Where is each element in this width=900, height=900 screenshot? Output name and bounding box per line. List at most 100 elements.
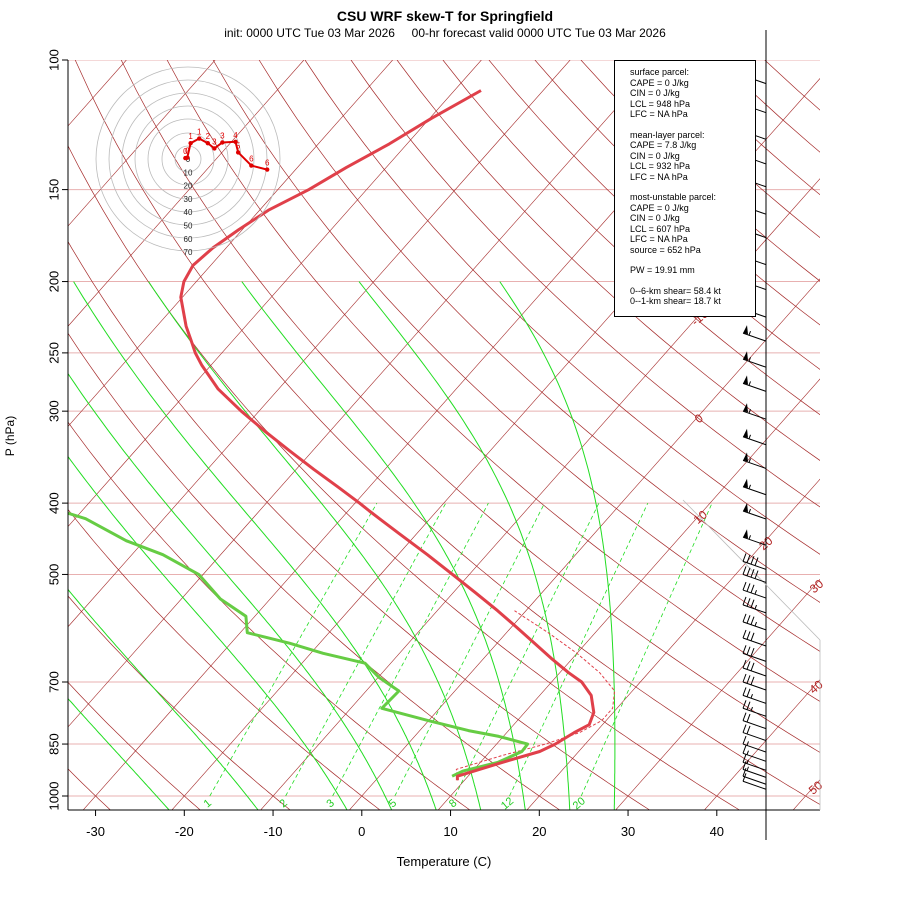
mixing-ratio-label: 3 (325, 797, 337, 810)
x-tick-label: -30 (86, 824, 105, 839)
isotherm-line (260, 178, 820, 810)
dry-adiabat (68, 681, 201, 810)
legend-mu-cape: CAPE = 0 J/kg (630, 202, 689, 213)
x-tick-label: -10 (264, 824, 283, 839)
wind-barb-feather (750, 616, 755, 625)
wind-barb (742, 712, 767, 730)
wind-barb (742, 478, 767, 496)
y-tick-label: 700 (46, 671, 61, 693)
wind-barb-half (748, 331, 751, 336)
legend-mu-lcl: LCL = 607 hPa (630, 223, 690, 234)
hodograph-point-label: 4 (233, 131, 238, 140)
dry-adiabat (68, 332, 561, 810)
wind-barb-feather (742, 659, 747, 669)
dry-adiabat (350, 60, 820, 508)
legend-pw-value: PW = 19.91 mm (630, 265, 695, 275)
wind-barb-feather (750, 676, 755, 685)
hodograph-ring-label: 70 (184, 248, 193, 257)
dry-adiabat (120, 60, 820, 753)
wind-barb-shaft (742, 410, 767, 420)
wind-barb-flag (743, 452, 748, 462)
y-tick-label: 200 (46, 271, 61, 293)
grid-layer (68, 60, 820, 810)
wind-barb-shaft (742, 510, 767, 520)
hodograph-point (249, 163, 254, 168)
wind-barb-shaft (742, 573, 767, 583)
wind-barb-shaft (742, 732, 767, 742)
dewpoint-line (68, 511, 530, 778)
wind-barb-feather (742, 768, 747, 777)
hodograph-ring (147, 118, 229, 200)
wind-barb-shaft (742, 694, 767, 704)
mixing-ratio-line (454, 502, 600, 797)
wind-barb-feather (750, 632, 755, 641)
wind-barb-feather (742, 735, 747, 745)
wind-barb-half (748, 357, 751, 362)
wind-barb (742, 673, 767, 691)
moist-adiabat (73, 281, 437, 810)
wind-barb-feather (742, 553, 747, 562)
moist-adiabat (358, 281, 571, 810)
isotherm-label: 40 (806, 677, 825, 697)
temperature-line (179, 89, 596, 781)
wind-barb-shaft (742, 768, 767, 778)
y-tick-label: 400 (46, 492, 61, 514)
isotherm-label: 30 (807, 577, 826, 597)
wind-barb-feather (750, 599, 755, 608)
x-tick-label: 10 (443, 824, 457, 839)
mixing-ratio-line (332, 502, 489, 797)
wind-barb-shaft (742, 560, 767, 570)
wind-barb-shaft (742, 752, 767, 762)
wind-barb (742, 452, 767, 469)
wind-barb-half (746, 759, 749, 764)
legend-shear-06: 0--6-km shear= 58.4 kt (630, 285, 721, 296)
hodograph-ring (95, 66, 281, 252)
isotherm-line (526, 478, 820, 810)
wind-barb-shaft (742, 775, 767, 785)
wind-barb-flag (743, 375, 748, 385)
isotherm-line (437, 378, 820, 810)
hodograph-ring-label: 60 (184, 235, 193, 244)
dry-adiabat (68, 508, 381, 810)
dry-adiabat (212, 60, 820, 652)
dry-adiabat (488, 60, 820, 370)
wind-barb-feather (742, 754, 747, 763)
wind-barb-shaft (742, 652, 767, 662)
wind-barb-feather (742, 596, 747, 606)
wind-barb-half (748, 409, 751, 414)
moist-adiabat (68, 697, 170, 810)
hodograph-point-label: 1 (197, 128, 202, 137)
moist-adiabat (241, 281, 526, 810)
wind-barb-feather (746, 646, 751, 655)
wind-barb-half (746, 741, 749, 746)
moist-adiabat (68, 455, 348, 810)
wind-barb-feather (742, 761, 747, 770)
isotherm-line (68, 60, 482, 528)
label-boundary (682, 499, 821, 641)
legend-surface-cin: CIN = 0 J/kg (630, 88, 680, 98)
dry-adiabat (166, 60, 820, 702)
wind-barb-shaft (742, 681, 767, 691)
wind-barb (742, 428, 767, 446)
hodograph-point (233, 139, 238, 145)
wind-barb-shaft (742, 358, 767, 368)
chart-title: CSU WRF skew-T for Springfield (337, 8, 553, 24)
mixing-ratio-label: 8 (447, 797, 459, 810)
wind-barb-flag (743, 529, 748, 539)
wind-barb-feather (750, 584, 755, 593)
chart-subtitle: init: 0000 UTC Tue 03 Mar 2026 00-hr for… (224, 26, 666, 40)
wind-barb-feather (746, 554, 751, 563)
x-tick-label: 30 (621, 824, 635, 839)
wind-barb-shaft (742, 637, 767, 647)
legend-mean-layer-block: mean-layer parcel: CAPE = 7.8 J/kg CIN =… (630, 130, 755, 183)
wind-barb (742, 503, 767, 520)
x-tick-label: 40 (710, 824, 724, 839)
wind-barb-flag (743, 325, 748, 335)
wind-barb (742, 773, 767, 790)
hodograph-point-label: 5 (236, 141, 241, 150)
wind-barb-feather (746, 675, 751, 684)
hodograph-point-label: 3 (220, 132, 225, 141)
isotherm-line (68, 60, 660, 728)
wind-barb-feather (746, 713, 751, 723)
